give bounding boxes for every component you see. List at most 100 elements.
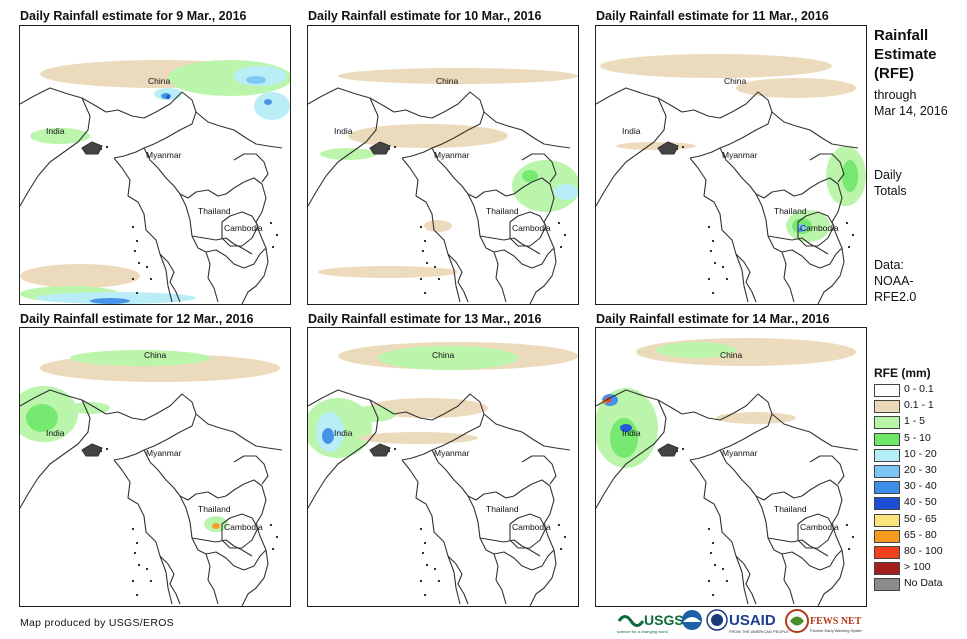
rainfall-overlay (596, 338, 856, 468)
map-label-china: China (720, 350, 742, 360)
legend-label: 10 - 20 (904, 447, 937, 460)
map-label-india: India (46, 428, 65, 438)
noaa-logo (682, 609, 728, 631)
legend-label: 1 - 5 (904, 415, 926, 428)
map-label-thailand: Thailand (486, 504, 519, 514)
usaid-logo: USAID FROM THE AMERICAN PEOPLE (729, 612, 789, 634)
legend-label: No Data (904, 577, 943, 590)
map-label-china: China (144, 350, 166, 360)
map-label-cambodia: Cambodia (512, 522, 551, 532)
map-label-myanmar: Myanmar (146, 150, 182, 160)
svg-text:USAID: USAID (729, 612, 776, 629)
legend-swatch (874, 578, 900, 592)
map-label-cambodia: Cambodia (224, 522, 263, 532)
legend-swatch (874, 465, 900, 478)
panel-title-6: Daily Rainfall estimate for 14 Mar., 201… (596, 312, 830, 326)
legend-swatch (874, 546, 900, 559)
legend-label: 65 - 80 (904, 528, 937, 541)
rfe-heading: Rainfall Estimate (RFE) (874, 27, 937, 82)
usgs-logo: science for a changing world USGS (617, 612, 684, 634)
svg-text:USGS: USGS (644, 612, 684, 628)
legend-label: 30 - 40 (904, 480, 937, 493)
map-canvas: China India Myanmar Thailand Cambodia (308, 342, 578, 606)
map-credit: Map produced by USGS/EROS (20, 617, 174, 629)
map-label-china: China (724, 76, 746, 86)
map-label-myanmar: Myanmar (434, 448, 470, 458)
country-borders (596, 389, 859, 606)
map-canvas: China India Myanmar Thailand Cambodia (20, 350, 283, 606)
map-label-india: India (622, 428, 641, 438)
panel-title-2: Daily Rainfall estimate for 10 Mar., 201… (308, 9, 542, 23)
rainfall-overlay (20, 60, 290, 304)
through-label: through (874, 88, 917, 102)
map-label-myanmar: Myanmar (146, 448, 182, 458)
map-label-india: India (622, 126, 641, 136)
legend-swatch (874, 432, 900, 446)
rainfall-map-4: China India Myanmar Thailand Cambodia (19, 327, 291, 607)
legend-label: 40 - 50 (904, 496, 937, 509)
map-label-china: China (148, 76, 170, 86)
map-label-thailand: Thailand (198, 504, 231, 514)
rainfall-map-2: China India Myanmar Thailand Cambodia (307, 25, 579, 305)
svg-text:Famine Early Warning Systems N: Famine Early Warning Systems Network (810, 628, 862, 633)
rainfall-overlay (600, 54, 866, 242)
map-label-cambodia: Cambodia (800, 522, 839, 532)
map-label-china: China (432, 350, 454, 360)
legend-swatch (874, 400, 900, 414)
legend-label: 0 - 0.1 (904, 383, 934, 395)
country-borders (308, 87, 571, 304)
rainfall-map-5: China India Myanmar Thailand Cambodia (307, 327, 579, 607)
rainfall-overlay (318, 68, 578, 278)
rainfall-map-3: China India Myanmar Thailand Cambodia (595, 25, 867, 305)
legend-swatch (874, 416, 900, 430)
map-label-india: India (46, 126, 65, 136)
panel-title-5: Daily Rainfall estimate for 13 Mar., 201… (308, 312, 542, 326)
legend-swatch (874, 384, 900, 397)
legend-label: 80 - 100 (904, 545, 943, 557)
legend-label: 50 - 65 (904, 512, 937, 525)
map-label-india: India (334, 428, 353, 438)
map-label-myanmar: Myanmar (722, 448, 758, 458)
legend-swatch (874, 529, 900, 543)
panel-title-4: Daily Rainfall estimate for 12 Mar., 201… (20, 312, 254, 326)
map-canvas: China India Myanmar Thailand Cambodia (308, 68, 578, 304)
partner-logos: science for a changing world USGS USAID … (617, 609, 862, 634)
map-canvas: China India Myanmar Thailand Cambodia (20, 60, 290, 304)
rainfall-overlay (20, 350, 280, 532)
through-date: Mar 14, 2016 (874, 104, 948, 118)
totals-label: Daily Totals (874, 168, 907, 198)
rainfall-map-6: China India Myanmar Thailand Cambodia (595, 327, 867, 607)
country-borders (20, 389, 283, 606)
country-borders (20, 87, 283, 304)
map-label-china: China (436, 76, 458, 86)
rainfall-overlay (308, 342, 578, 458)
map-label-cambodia: Cambodia (512, 223, 551, 233)
legend-swatch (874, 562, 900, 576)
map-label-myanmar: Myanmar (722, 150, 758, 160)
legend-label: > 100 (904, 561, 931, 574)
map-label-myanmar: Myanmar (434, 150, 470, 160)
legend-label: 5 - 10 (904, 431, 931, 444)
svg-text:science for a changing world: science for a changing world (617, 629, 668, 634)
country-borders (308, 389, 571, 606)
legend-label: 0.1 - 1 (904, 399, 934, 412)
map-label-thailand: Thailand (198, 206, 231, 216)
legend-swatch (874, 497, 900, 511)
map-canvas: China India Myanmar Thailand Cambodia (596, 54, 866, 304)
fewsnet-logo: FEWS NET Famine Early Warning Systems Ne… (785, 609, 862, 633)
rainfall-map-1: China India Myanmar Thailand Cambodia (19, 25, 291, 305)
map-canvas: China India Myanmar Thailand Cambodia (596, 338, 859, 606)
legend-swatch (874, 448, 900, 462)
country-borders (596, 87, 859, 304)
map-label-cambodia: Cambodia (224, 223, 263, 233)
map-label-thailand: Thailand (774, 206, 807, 216)
data-source: Data: NOAA- RFE2.0 (874, 258, 917, 304)
map-label-india: India (334, 126, 353, 136)
map-label-cambodia: Cambodia (800, 223, 839, 233)
panel-title-3: Daily Rainfall estimate for 11 Mar., 201… (596, 9, 829, 23)
panel-title-1: Daily Rainfall estimate for 9 Mar., 2016 (20, 9, 247, 23)
legend-swatch (874, 513, 900, 527)
legend-title: RFE (mm) (874, 366, 931, 380)
map-label-thailand: Thailand (774, 504, 807, 514)
legend-swatch (874, 481, 900, 495)
